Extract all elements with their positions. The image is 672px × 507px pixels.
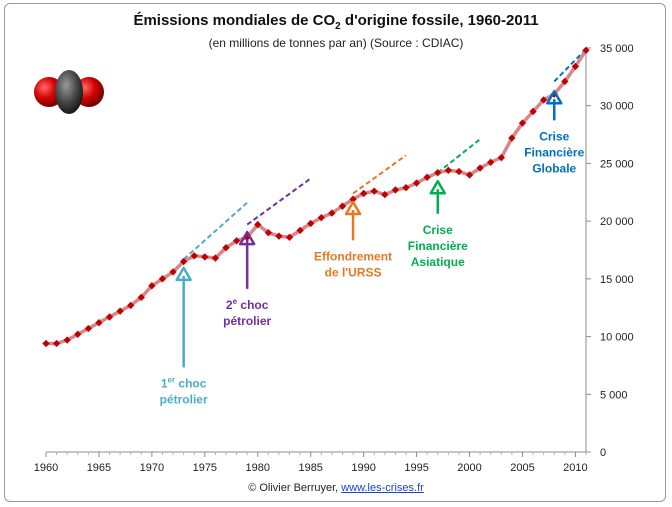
data-point xyxy=(434,168,442,177)
data-point xyxy=(338,202,347,210)
chart-axes: 0 5 000 10 000 15 000 20 000 25 000 30 000 35 0… xyxy=(34,43,634,474)
data-point xyxy=(391,186,400,194)
data-point xyxy=(444,166,453,175)
data-point xyxy=(211,254,220,262)
trend-line xyxy=(352,154,407,195)
y-tick-label: 25 000 xyxy=(600,158,634,170)
x-tick-label: 2005 xyxy=(510,462,534,474)
trend-line xyxy=(437,138,481,174)
x-tick-label: 1985 xyxy=(298,462,322,474)
annotation-text: Financière xyxy=(408,239,468,253)
data-point xyxy=(359,189,368,198)
data-point xyxy=(148,282,156,290)
data-point xyxy=(264,229,273,237)
annotation-text: de l'URSS xyxy=(325,265,382,279)
data-point xyxy=(402,183,410,192)
y-tick-label: 20 000 xyxy=(600,216,634,228)
credit-link[interactable]: www.les-crises.fr xyxy=(341,482,424,494)
annotation-text: 1er choc xyxy=(161,375,207,390)
annotation-text: Effondrement xyxy=(314,249,392,263)
chart-subtitle: (en millions de tonnes par an) (Source :… xyxy=(208,36,464,50)
trend-line xyxy=(182,201,248,260)
y-tick-label: 30 000 xyxy=(600,101,634,113)
y-tick-label: 5 000 xyxy=(600,389,628,401)
data-point xyxy=(476,164,484,172)
trend-lines xyxy=(182,48,587,260)
series-line xyxy=(46,49,588,346)
data-point xyxy=(497,153,505,162)
data-point xyxy=(465,171,474,179)
y-tick-label: 0 xyxy=(600,447,606,459)
data-point xyxy=(158,275,167,283)
x-tick-label: 2010 xyxy=(563,462,587,474)
annotation-arrowhead xyxy=(344,200,362,216)
data-point xyxy=(116,307,124,315)
x-tick-label: 1995 xyxy=(404,462,428,474)
co2-molecule-icon xyxy=(34,70,104,114)
annotation-label: Crise Financière Asiatique xyxy=(408,223,468,269)
annotation-text: Crise xyxy=(423,223,453,237)
annotation-arrowhead xyxy=(429,180,447,195)
annotation-arrowhead xyxy=(545,89,563,105)
data-point xyxy=(105,313,114,321)
data-point xyxy=(95,319,103,327)
x-tick-label: 1960 xyxy=(34,462,58,474)
y-tick-label: 35 000 xyxy=(600,43,634,55)
chart-title: Émissions mondiales de CO2 d'origine fos… xyxy=(133,12,539,32)
credit-line: © Olivier Berruyer, www.les-crises.fr xyxy=(248,482,424,494)
data-point xyxy=(42,339,50,348)
data-point xyxy=(285,233,294,241)
data-point xyxy=(169,268,177,276)
annotation-label: 2e choc pétrolier xyxy=(223,297,271,328)
y-tick-label: 10 000 xyxy=(600,332,634,344)
data-point xyxy=(423,173,431,181)
annotation-text: Globale xyxy=(532,161,576,175)
x-tick-label: 2000 xyxy=(457,462,481,474)
data-point xyxy=(137,293,145,302)
x-tick-label: 1980 xyxy=(246,462,270,474)
annotation-label: Effondrement de l'URSS xyxy=(314,249,392,279)
x-tick-label: 1990 xyxy=(351,462,375,474)
data-point xyxy=(508,134,516,142)
chart-frame xyxy=(4,3,666,502)
data-point xyxy=(254,220,262,229)
annotation-text: 2e choc xyxy=(226,297,269,312)
trend-line xyxy=(246,177,312,226)
annotation-label: Crise Financière Globale xyxy=(524,129,584,175)
annotation-text: pétrolier xyxy=(223,314,271,328)
x-tick-label: 1965 xyxy=(87,462,111,474)
data-point xyxy=(190,252,198,260)
annotation-text: Crise xyxy=(539,129,569,143)
annotation-text: pétrolier xyxy=(160,392,208,406)
annotation-text: Financière xyxy=(524,145,584,159)
annotation-text: Asiatique xyxy=(411,255,465,269)
annotation-arrowhead xyxy=(238,230,256,246)
data-point xyxy=(232,237,241,245)
annotation-label: 1er choc pétrolier xyxy=(160,375,208,406)
y-tick-label: 15 000 xyxy=(600,274,634,286)
data-point xyxy=(201,253,209,261)
emissions-series xyxy=(42,46,590,348)
chart-annotations: 1er choc pétrolier 2e choc pétrolier Effondr… xyxy=(160,89,585,406)
annotation-arrowhead xyxy=(175,266,192,282)
x-tick-label: 1975 xyxy=(193,462,217,474)
x-tick-label: 1970 xyxy=(140,462,164,474)
